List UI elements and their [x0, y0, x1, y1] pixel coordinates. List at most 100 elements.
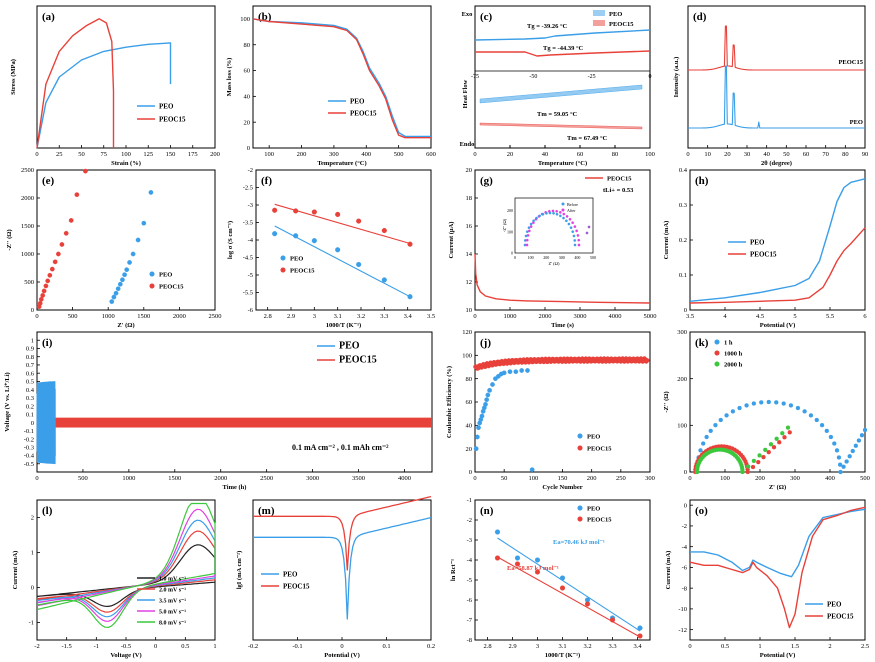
data-point-PEOC15 [74, 192, 80, 197]
panel-label: (l) [42, 505, 53, 517]
data-point-1 h [708, 428, 713, 434]
y-tick-label: 40 [244, 94, 251, 101]
x-tick-label: 250 [616, 475, 626, 482]
x-tick-label: 60 [577, 151, 584, 158]
data-point-PEO [487, 387, 492, 393]
legend-swatch [593, 10, 605, 16]
plot-frame [252, 5, 432, 149]
inset-y-tick-label: 0 [511, 251, 513, 256]
y-tick-label: -3.5 [243, 220, 253, 227]
inset-data-point-before [532, 219, 535, 223]
x-tick-label: 300 [645, 475, 655, 482]
data-point-1 h-tail [847, 454, 852, 459]
legend-peoc15: PEOC15 [159, 116, 186, 124]
data-point-PEOC15 [311, 209, 317, 215]
x-tick-label: 80 [612, 151, 619, 158]
legend-peo: PEO [283, 571, 298, 579]
y-tick-label: 80 [244, 42, 251, 49]
inset-data-point-before [545, 211, 548, 215]
x-tick-label: 200 [587, 475, 597, 482]
data-point-1 h-tail [850, 448, 855, 454]
data-point-1 h [828, 434, 834, 440]
y-tick-label: -0.5 [24, 461, 34, 468]
data-point-1000 h-tail [782, 435, 787, 440]
legend-peoc15: PEOC15 [827, 613, 854, 621]
legend-swatch [714, 350, 720, 356]
series-label-peo: PEO [850, 119, 863, 126]
data-point-PEO [637, 625, 643, 631]
annotation-tm-peo: Tm = 59.05 °C [537, 111, 578, 118]
x-tick-label: 0.5 [721, 643, 729, 650]
x-axis-label: Strain (%) [111, 160, 141, 167]
y-axis-label: log σ (S cm⁻¹) [227, 221, 234, 259]
x-tick-label: 3.4 [404, 313, 413, 320]
y-tick-label: -8 [467, 637, 472, 644]
data-point-PEO [490, 382, 495, 387]
x-tick-label: -0.1 [292, 643, 302, 650]
legend-swatch [593, 20, 605, 26]
y-tick-label: 0 [469, 469, 472, 476]
x-tick-label: 2000 [214, 475, 227, 482]
series-line-PEO [36, 42, 172, 149]
x-tick-label: 70 [822, 151, 829, 158]
x-tick-label: 3.2 [357, 313, 365, 320]
panel-label: (k) [695, 337, 709, 349]
y-tick-label: 0.5 [26, 379, 34, 386]
data-point-PEOC15 [59, 242, 65, 247]
y-tick-label: 1000 [21, 251, 34, 258]
y-tick-label: -12 [678, 627, 687, 634]
y-tick-label: 60 [244, 68, 251, 75]
data-point-PEOC15 [45, 278, 51, 284]
data-point-PEOC15 [534, 569, 541, 575]
x-tick-label: 3 [313, 313, 316, 320]
x-tick-label: 200 [297, 151, 307, 158]
y-tick-label: 0 [31, 420, 34, 427]
inset-data-point-before [559, 214, 562, 218]
y-tick-label: -4.5 [243, 255, 253, 262]
x-tick-label: 500 [78, 475, 88, 482]
legend-peo: PEO [159, 272, 172, 279]
data-point-PEO [335, 247, 341, 253]
legend-peo: PEO [159, 103, 174, 111]
y-tick-label: 100 [240, 16, 250, 23]
x-tick-label: 50 [501, 475, 508, 482]
panel-label: (a) [42, 11, 55, 23]
data-point-1 h-tail [859, 433, 865, 438]
data-point-1 h [814, 417, 819, 423]
inset-x-tick-label: 100 [528, 255, 534, 260]
plot-frame [474, 5, 651, 149]
y-tick-label: 1 [31, 337, 34, 344]
y-tick-label: -5.5 [243, 290, 253, 297]
series-line-PEO [252, 18, 431, 138]
x-tick-label: 0 [688, 475, 691, 482]
y-tick-label: 0.2 [26, 403, 34, 410]
data-point-PEO [483, 401, 488, 407]
y-tick-label: 0.3 [679, 202, 687, 209]
y-tick-label: -0.2 [24, 436, 34, 443]
x-tick-label: 20 [507, 151, 514, 158]
data-point-1 h-tail [841, 464, 846, 469]
y-tick-label: 0.2 [679, 237, 687, 244]
inset-data-point-before [567, 222, 571, 226]
x-tick-label: 0 [473, 475, 476, 482]
y-tick-label: 0.7 [26, 362, 35, 369]
y-tick-label: -10 [678, 606, 687, 613]
data-point-PEOC15 [49, 266, 55, 272]
data-point-1000 h-tail [756, 459, 761, 465]
data-point-2000 h-tail [774, 436, 779, 441]
x-tick-label: -25 [588, 74, 596, 80]
y-tick-label: 12 [466, 279, 473, 286]
data-point-PEO [476, 425, 481, 431]
x-tick-label: 0.1 [382, 643, 390, 650]
x-tick-label: 80 [842, 151, 849, 158]
annotation-tg-peoc15: Tg = -44.39 °C [543, 45, 584, 52]
inset-legend-swatch [561, 202, 565, 206]
y-tick-label: -1 [29, 620, 34, 627]
data-point-PEOC15 [47, 272, 53, 278]
data-point-PEO [407, 294, 413, 300]
x-tick-label: 2500 [260, 475, 273, 482]
y-tick-label: -6 [682, 565, 688, 572]
legend-peoc15: PEOC15 [283, 583, 310, 591]
data-point-PEO [124, 267, 130, 273]
x-tick-label: 20 [724, 151, 731, 158]
